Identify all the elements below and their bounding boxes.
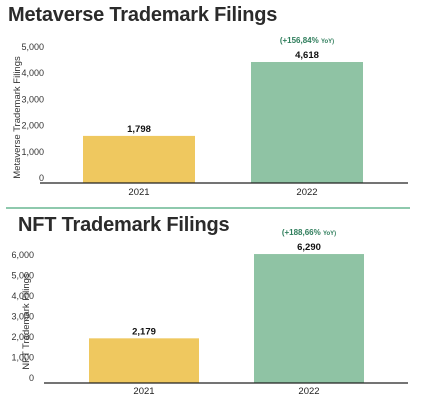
y-tick-label: 6,000 (11, 250, 34, 260)
nft-chart-panel: NFT Trademark Filings 0 1,000 2,000 3,000 4,… (0, 208, 425, 400)
bar-2022 (251, 62, 363, 183)
y-tick-label: 3,000 (11, 312, 34, 322)
growth-annotation: (+156,84% YoY) (280, 36, 334, 45)
y-tick-label: 5,000 (11, 271, 34, 281)
y-axis-label: NFT Trademark Filings (21, 273, 32, 370)
chart-title: Metaverse Trademark Filings (8, 4, 278, 26)
y-axis-label: Metaverse Trademark Filings (12, 56, 23, 179)
bar-2021 (89, 338, 199, 383)
y-tick-label: 0 (39, 173, 44, 183)
y-tick-label: 4,000 (11, 291, 34, 301)
y-tick-label: 1,000 (11, 353, 34, 363)
x-tick-label: 2022 (296, 187, 317, 198)
y-tick-label: 2,000 (21, 121, 44, 131)
y-tick-label: 3,000 (21, 94, 44, 104)
data-label: 2,179 (132, 326, 156, 337)
y-tick-label: 5,000 (21, 42, 44, 52)
data-label: 1,798 (127, 124, 151, 135)
y-tick-label: 1,000 (21, 147, 44, 157)
bar-2022 (254, 254, 364, 383)
y-tick-label: 2,000 (11, 332, 34, 342)
nft-bar-chart: 0 1,000 2,000 3,000 4,000 5,000 6,000 NFT Trade… (11, 228, 408, 397)
bar-2021 (83, 135, 195, 183)
y-tick-label: 0 (29, 373, 34, 383)
chart-title: NFT Trademark Filings (18, 214, 230, 236)
x-tick-label: 2021 (128, 187, 149, 198)
section-divider (6, 207, 410, 209)
x-tick-label: 2021 (133, 386, 154, 397)
metaverse-chart-panel: Metaverse Trademark Filings 0 1,000 2,000 3… (8, 4, 408, 198)
y-tick-label: 4,000 (21, 68, 44, 78)
data-label: 4,618 (295, 50, 319, 61)
x-tick-label: 2022 (298, 386, 319, 397)
data-label: 6,290 (297, 242, 321, 253)
metaverse-bar-chart: 0 1,000 2,000 3,000 4,000 5,000 Metaverse Trad… (12, 36, 408, 198)
growth-annotation: (+188,66% YoY) (282, 228, 336, 237)
